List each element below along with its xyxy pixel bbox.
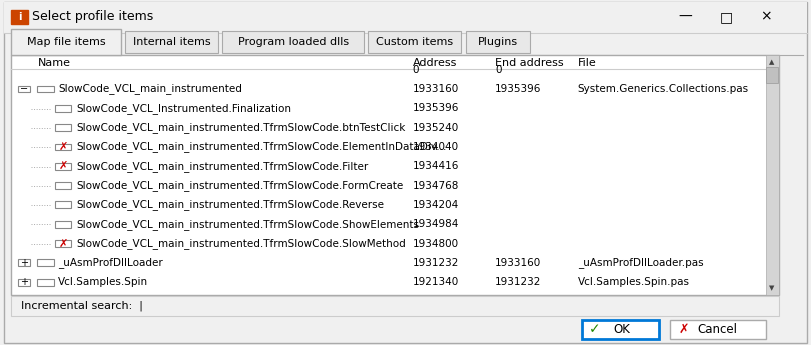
Text: Name: Name bbox=[37, 58, 71, 68]
Text: 0: 0 bbox=[496, 65, 502, 75]
Text: 1934768: 1934768 bbox=[413, 181, 459, 190]
Text: SlowCode_VCL_Instrumented.Finalization: SlowCode_VCL_Instrumented.Finalization bbox=[76, 103, 291, 114]
Text: Cancel: Cancel bbox=[697, 323, 737, 336]
Text: 1935240: 1935240 bbox=[413, 123, 459, 132]
Text: ✗: ✗ bbox=[679, 323, 689, 336]
Text: _uAsmProfDllLoader: _uAsmProfDllLoader bbox=[58, 257, 163, 268]
Bar bbox=[37, 279, 54, 286]
Bar bbox=[582, 320, 659, 339]
Text: Address: Address bbox=[413, 58, 457, 68]
Bar bbox=[18, 259, 30, 266]
Text: ×: × bbox=[761, 10, 772, 24]
Bar bbox=[11, 296, 779, 316]
Bar bbox=[11, 29, 121, 55]
Text: Program loaded dlls: Program loaded dlls bbox=[238, 37, 349, 47]
Text: 1933160: 1933160 bbox=[413, 84, 459, 94]
Text: 1931232: 1931232 bbox=[413, 258, 459, 268]
Text: +: + bbox=[20, 258, 28, 268]
Bar bbox=[18, 86, 30, 92]
Text: 1933160: 1933160 bbox=[496, 258, 542, 268]
Bar bbox=[766, 55, 779, 295]
Text: 1934040: 1934040 bbox=[413, 142, 459, 152]
Bar bbox=[55, 105, 71, 112]
Text: Internal items: Internal items bbox=[133, 37, 210, 47]
Text: ✗: ✗ bbox=[58, 161, 68, 171]
Bar bbox=[18, 279, 30, 286]
Text: +: + bbox=[20, 277, 28, 287]
Text: 1934800: 1934800 bbox=[413, 239, 459, 248]
Text: SlowCode_VCL_main_instrumented.TfrmSlowCode.Filter: SlowCode_VCL_main_instrumented.TfrmSlowC… bbox=[76, 161, 368, 172]
Bar bbox=[11, 55, 779, 295]
Text: 1921340: 1921340 bbox=[413, 277, 459, 287]
Text: —: — bbox=[679, 10, 692, 24]
Text: Map file items: Map file items bbox=[27, 37, 105, 47]
Bar bbox=[222, 31, 364, 53]
Text: Incremental search:  |: Incremental search: | bbox=[21, 300, 143, 311]
Text: SlowCode_VCL_main_instrumented.TfrmSlowCode.btnTestClick: SlowCode_VCL_main_instrumented.TfrmSlowC… bbox=[76, 122, 406, 133]
Bar bbox=[55, 144, 71, 150]
Bar bbox=[11, 10, 28, 24]
Text: File: File bbox=[577, 58, 596, 68]
Text: 1934984: 1934984 bbox=[413, 219, 459, 229]
Text: SlowCode_VCL_main_instrumented.TfrmSlowCode.Reverse: SlowCode_VCL_main_instrumented.TfrmSlowC… bbox=[76, 199, 384, 210]
Text: ✗: ✗ bbox=[58, 142, 68, 152]
Text: SlowCode_VCL_main_instrumented.TfrmSlowCode.SlowMethod: SlowCode_VCL_main_instrumented.TfrmSlowC… bbox=[76, 238, 406, 249]
Text: SlowCode_VCL_main_instrumented: SlowCode_VCL_main_instrumented bbox=[58, 83, 242, 95]
Text: ▼: ▼ bbox=[770, 285, 775, 291]
Bar bbox=[37, 259, 54, 266]
Text: System.Generics.Collections.pas: System.Generics.Collections.pas bbox=[577, 84, 749, 94]
Text: ✓: ✓ bbox=[589, 323, 600, 336]
Text: SlowCode_VCL_main_instrumented.TfrmSlowCode.ShowElements: SlowCode_VCL_main_instrumented.TfrmSlowC… bbox=[76, 219, 419, 230]
Bar bbox=[55, 240, 71, 247]
Bar bbox=[55, 124, 71, 131]
Bar bbox=[55, 201, 71, 208]
Text: 1935396: 1935396 bbox=[496, 84, 542, 94]
Text: i: i bbox=[18, 12, 21, 22]
Text: Custom items: Custom items bbox=[376, 37, 453, 47]
Bar bbox=[766, 67, 778, 83]
Text: Plugins: Plugins bbox=[478, 37, 518, 47]
Text: Vcl.Samples.Spin.pas: Vcl.Samples.Spin.pas bbox=[577, 277, 689, 287]
Bar bbox=[4, 2, 807, 33]
Bar bbox=[125, 31, 218, 53]
Text: ✗: ✗ bbox=[58, 239, 68, 248]
Text: SlowCode_VCL_main_instrumented.TfrmSlowCode.FormCreate: SlowCode_VCL_main_instrumented.TfrmSlowC… bbox=[76, 180, 404, 191]
Text: OK: OK bbox=[613, 323, 630, 336]
Bar bbox=[37, 86, 54, 92]
Bar bbox=[670, 320, 766, 339]
Text: 1931232: 1931232 bbox=[496, 277, 542, 287]
Bar bbox=[55, 163, 71, 170]
Text: End address: End address bbox=[496, 58, 564, 68]
Text: 1934204: 1934204 bbox=[413, 200, 459, 210]
Bar bbox=[55, 182, 71, 189]
Text: −: − bbox=[19, 84, 28, 94]
Text: 0: 0 bbox=[413, 65, 419, 75]
Text: □: □ bbox=[719, 10, 732, 24]
Bar bbox=[55, 221, 71, 228]
Text: SlowCode_VCL_main_instrumented.TfrmSlowCode.ElementInDataDiv...: SlowCode_VCL_main_instrumented.TfrmSlowC… bbox=[76, 141, 447, 152]
Text: Vcl.Samples.Spin: Vcl.Samples.Spin bbox=[58, 277, 148, 287]
Text: ▲: ▲ bbox=[770, 59, 775, 65]
Text: _uAsmProfDllLoader.pas: _uAsmProfDllLoader.pas bbox=[577, 257, 703, 268]
Text: 1934416: 1934416 bbox=[413, 161, 459, 171]
Text: Select profile items: Select profile items bbox=[32, 10, 154, 23]
Text: 1935396: 1935396 bbox=[413, 104, 459, 113]
Bar bbox=[466, 31, 530, 53]
Bar bbox=[368, 31, 461, 53]
